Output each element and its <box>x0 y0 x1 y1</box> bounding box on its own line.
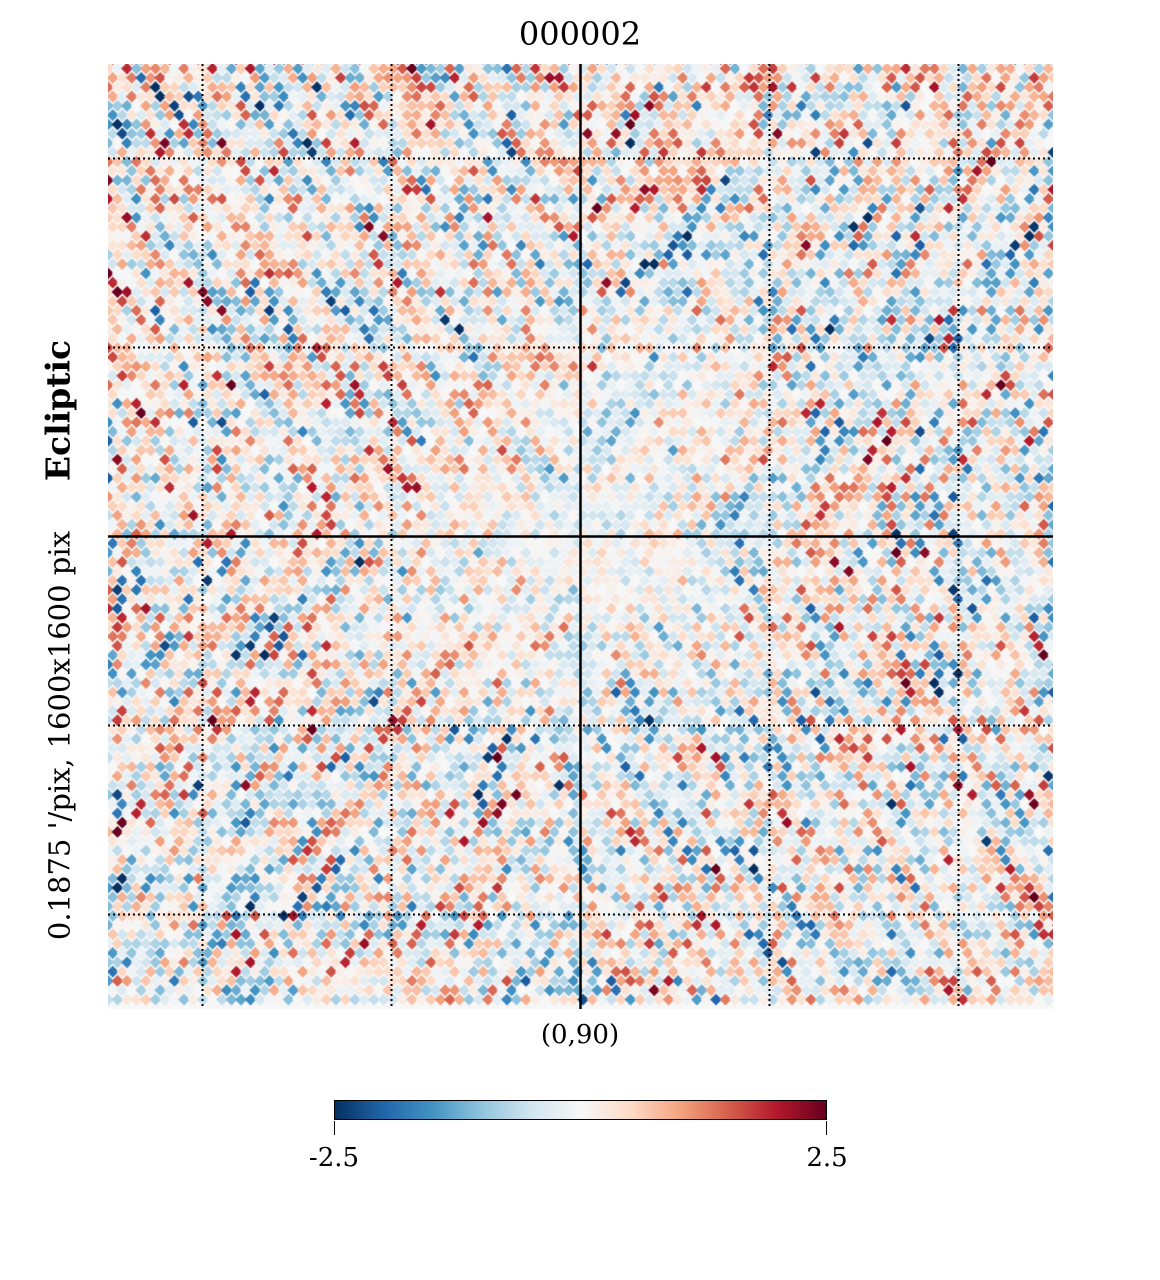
colorbar-max-tick <box>826 1121 827 1135</box>
colorbar-max-label: 2.5 <box>806 1143 848 1173</box>
resolution-label: 0.1875 '/pix, <box>42 758 77 941</box>
graticule-overlay <box>108 64 1053 1009</box>
projection-center-label: (0,90) <box>540 1020 620 1050</box>
colorbar <box>334 1100 827 1135</box>
map-title: 000002 <box>518 15 642 53</box>
coordinate-system-label: Ecliptic <box>38 339 78 482</box>
colorbar-min-tick <box>334 1121 335 1135</box>
colorbar-min-label: -2.5 <box>308 1143 360 1173</box>
size-label: 1600x1600 pix <box>42 531 77 749</box>
map-panel[interactable] <box>108 64 1053 1009</box>
